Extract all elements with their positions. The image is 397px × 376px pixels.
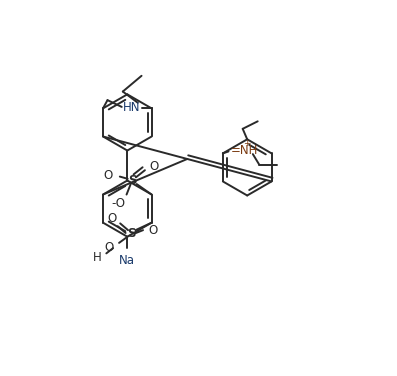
Text: S: S (127, 227, 135, 240)
Text: H: H (93, 252, 102, 264)
Text: O: O (104, 241, 114, 254)
Text: S: S (128, 174, 137, 187)
Text: O: O (104, 169, 113, 182)
Text: Na: Na (119, 254, 135, 267)
Text: -O: -O (111, 197, 125, 210)
Text: O: O (149, 160, 159, 173)
Text: =NH: =NH (230, 144, 258, 157)
Text: HN: HN (123, 101, 141, 114)
Text: O: O (107, 212, 116, 224)
Text: +: + (243, 139, 251, 148)
Text: O: O (148, 224, 158, 237)
